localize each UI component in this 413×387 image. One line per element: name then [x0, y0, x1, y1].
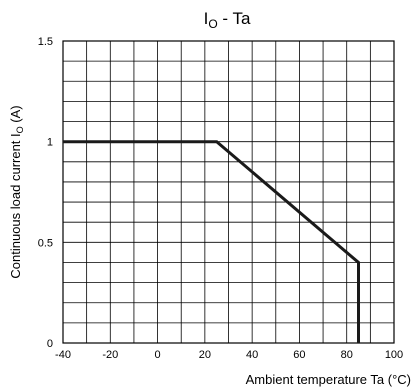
chart-title-rest: - Ta — [218, 9, 251, 28]
x-tick-label: 60 — [293, 349, 305, 361]
grid — [63, 41, 394, 343]
chart-title-main: I — [204, 9, 209, 28]
series-line — [63, 140, 360, 343]
series-layer — [63, 140, 360, 343]
x-tick-label: 20 — [199, 349, 211, 361]
y-axis-label: Continuous load current IO (A) — [8, 105, 25, 278]
y-axis-label-subscript: O — [15, 126, 25, 133]
y-axis-ticks: 0 0.5 1 1.5 — [38, 36, 53, 350]
x-tick-label: -20 — [102, 349, 118, 361]
x-tick-label: 100 — [385, 349, 403, 361]
y-axis-label-main: Continuous load current I — [8, 133, 23, 278]
x-tick-label: 40 — [246, 349, 258, 361]
y-tick-label: 1.5 — [38, 36, 53, 48]
y-tick-label: 1 — [47, 137, 53, 149]
y-tick-label: 0.5 — [38, 237, 53, 249]
x-axis-ticks: -40 -20 0 20 40 60 80 100 — [55, 349, 403, 361]
chart-title: IO - Ta — [204, 9, 251, 31]
x-tick-label: 0 — [155, 349, 161, 361]
plot-area — [62, 40, 395, 344]
x-axis-label: Ambient temperature Ta (°C) — [246, 372, 411, 387]
x-tick-label: -40 — [55, 349, 71, 361]
x-tick-label: 80 — [341, 349, 353, 361]
chart-title-subscript: O — [208, 17, 217, 31]
y-tick-label: 0 — [47, 338, 53, 350]
y-axis-label-rest: (A) — [8, 105, 23, 126]
